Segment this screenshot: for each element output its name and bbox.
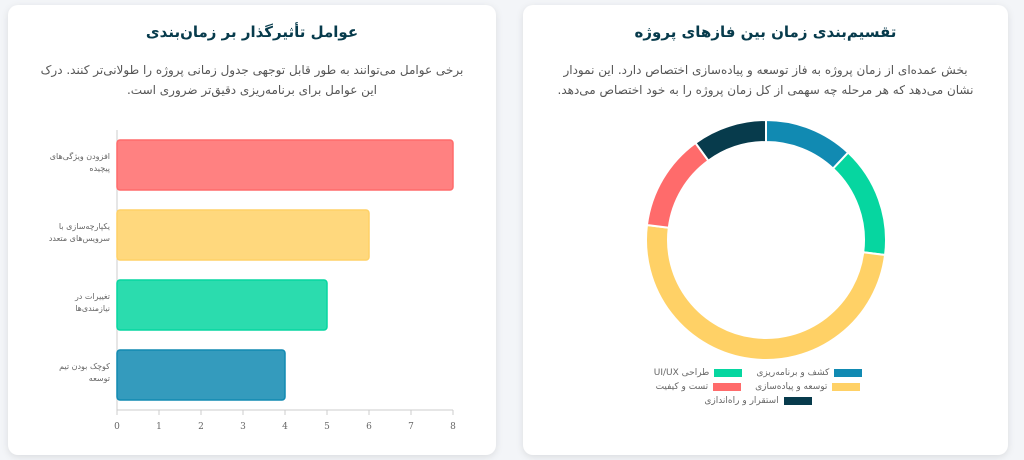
legend-swatch	[834, 368, 863, 377]
card-title: عوامل تأثیرگذار بر زمان‌بندی	[145, 23, 359, 41]
category-label: یکپارچه‌سازی با سرویس‌های متعدد	[48, 222, 110, 243]
x-tick-label: 7	[408, 422, 414, 432]
legend-label: کشف و برنامه‌ریزی	[756, 368, 830, 378]
legend-swatch	[783, 396, 812, 405]
category-text: افزودن ویژگی‌های پیچیده	[49, 152, 110, 173]
legend-item: طراحی UI/UX	[654, 368, 743, 378]
card-title: تقسیم‌بندی زمان بین فازهای پروژه	[634, 23, 897, 41]
bar	[116, 349, 286, 401]
doughnut-segment	[831, 151, 887, 257]
bar	[116, 279, 328, 331]
doughnut-chart	[645, 118, 887, 361]
legend-label: توسعه و پیاده‌سازی	[755, 382, 828, 392]
x-tick-label: 4	[282, 422, 288, 432]
bar	[116, 139, 454, 191]
doughnut-segment	[645, 223, 887, 361]
legend-label: طراحی UI/UX	[653, 368, 710, 378]
legend-item: توسعه و پیاده‌سازی	[755, 382, 861, 392]
x-tick-label: 5	[324, 422, 330, 432]
legend-label: تست و کیفیت	[655, 382, 709, 392]
card-description: بخش عمده‌ای از زمان پروژه به فاز توسعه و…	[557, 63, 974, 97]
factors-card: عوامل تأثیرگذار بر زمان‌بندی برخی عوامل …	[8, 5, 496, 455]
x-tick-label: 0	[114, 422, 120, 432]
bar	[116, 209, 370, 261]
category-label: تغییرات در نیازمندی‌ها	[74, 292, 110, 313]
legend-swatch	[832, 382, 861, 391]
legend-swatch	[714, 368, 743, 377]
legend-item: تست و کیفیت	[656, 382, 742, 392]
category-text: یکپارچه‌سازی با سرویس‌های متعدد	[48, 222, 110, 243]
legend: کشف و برنامه‌ریزی طراحی UI/UX توسعه و پیاد…	[608, 368, 908, 406]
x-tick-label: 8	[450, 422, 456, 432]
doughnut-segment	[694, 118, 767, 163]
x-tick-label: 2	[198, 422, 204, 432]
doughnut-segment	[765, 118, 850, 170]
x-tick-label: 3	[240, 422, 246, 432]
doughnut-segment	[645, 141, 710, 229]
legend-item: کشف و برنامه‌ریزی	[756, 368, 863, 378]
bar-chart: 0 1 2 3 4 5 6 7 8 افزودن ویژگی‌های پیچیده یکپارچه‌…	[48, 130, 456, 432]
category-text: تغییرات در نیازمندی‌ها	[74, 292, 110, 313]
legend-item: استقرار و راه‌اندازی	[704, 396, 812, 406]
phases-card: تقسیم‌بندی زمان بین فازهای پروژه بخش عمد…	[523, 5, 1008, 455]
x-tick-label: 6	[366, 422, 372, 432]
category-text: کوچک بودن تیم توسعه	[59, 362, 110, 383]
legend-swatch	[713, 382, 742, 391]
legend-label: استقرار و راه‌اندازی	[704, 396, 779, 406]
x-tick-label: 1	[156, 422, 162, 432]
card-description: برخی عوامل می‌توانند به طور قابل توجهی ج…	[40, 63, 464, 97]
category-label: افزودن ویژگی‌های پیچیده	[49, 152, 110, 173]
category-label: کوچک بودن تیم توسعه	[59, 362, 110, 383]
